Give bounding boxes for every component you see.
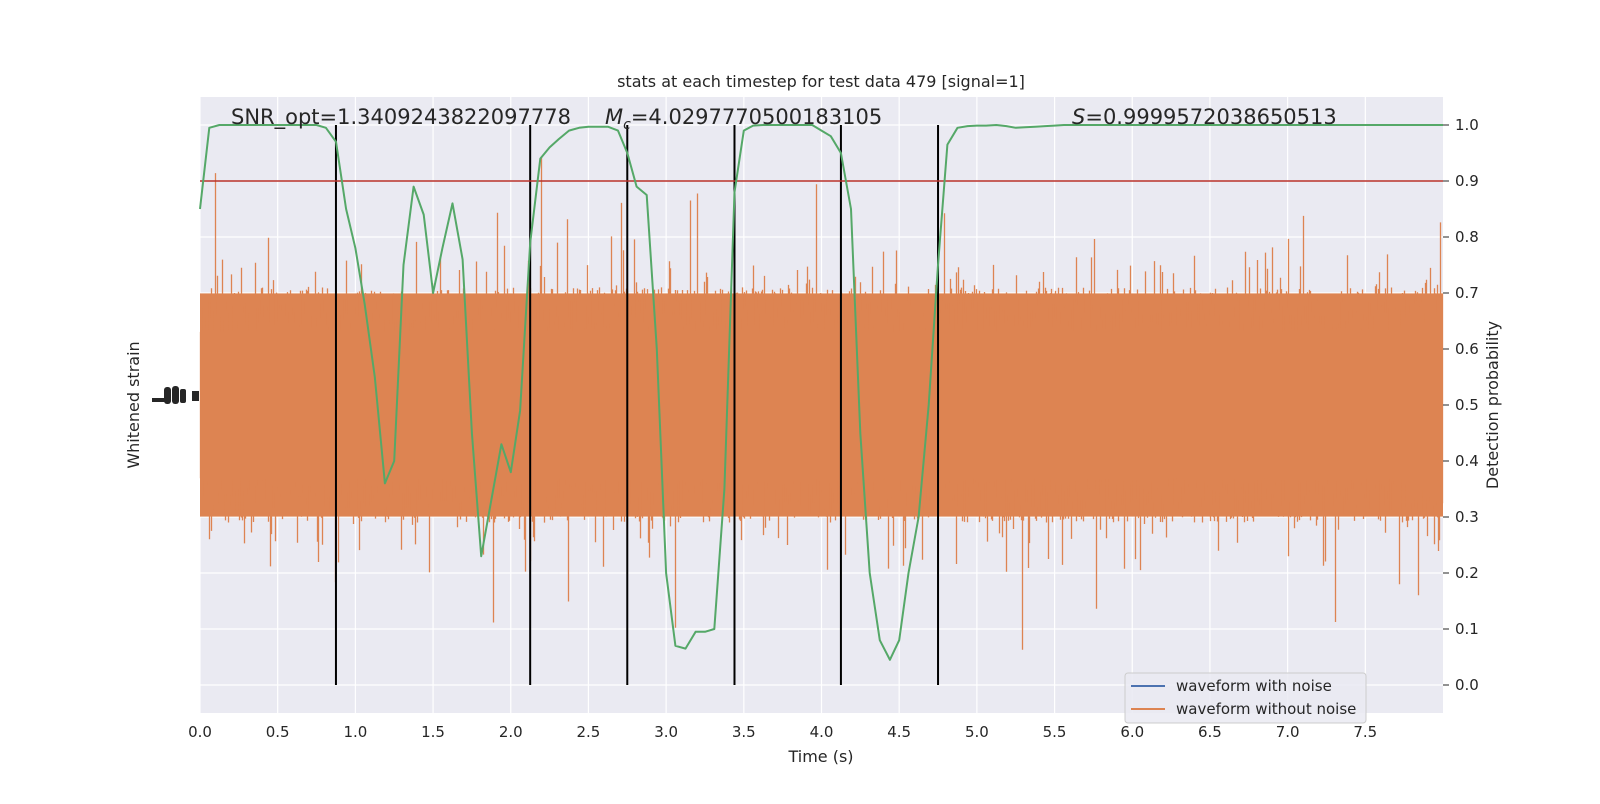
right-tick-label: 0.4 (1455, 452, 1479, 470)
legend-label-clean: waveform without noise (1176, 700, 1356, 718)
x-tick-label: 7.0 (1276, 723, 1300, 741)
probability-line (199, 124, 1443, 661)
right-tick-label: 0.3 (1455, 508, 1479, 526)
x-tick-label: 7.5 (1353, 723, 1377, 741)
left-axis-tick-clutter (152, 386, 199, 404)
x-axis-ticks: 0.0 0.5 1.0 1.5 2.0 2.5 3.0 3.5 4.0 4.5 5.0 5.5 6.0 6… (188, 723, 1377, 741)
x-tick-label: 0.0 (188, 723, 212, 741)
s-symbol: S (1072, 105, 1085, 129)
right-tick-label: 0.9 (1455, 172, 1479, 190)
x-tick-label: 0.5 (266, 723, 290, 741)
right-tick-label: 0.1 (1455, 620, 1479, 638)
x-axis-label: Time (s) (787, 747, 853, 766)
legend: waveform with noise waveform without noi… (1124, 672, 1367, 724)
mc-symbol: M (605, 105, 623, 129)
left-axis-label: Whitened strain (124, 341, 143, 468)
right-tick-label: 0.2 (1455, 564, 1479, 582)
x-tick-label: 2.0 (499, 723, 523, 741)
x-tick-label: 3.5 (732, 723, 756, 741)
x-tick-label: 4.0 (810, 723, 834, 741)
probability-layer (199, 124, 1443, 661)
right-axis-label: Detection probability (1483, 321, 1502, 489)
right-tick-label: 0.8 (1455, 228, 1479, 246)
legend-label-noise: waveform with noise (1176, 677, 1332, 695)
x-tick-label: 3.0 (654, 723, 678, 741)
right-tick-label: 1.0 (1455, 116, 1479, 134)
strain-series (199, 156, 1444, 650)
score-annotation: S=0.9999572038650513 (1072, 105, 1337, 129)
x-tick-label: 5.5 (1043, 723, 1067, 741)
right-tick-label: 0.7 (1455, 284, 1479, 302)
x-tick-label: 6.5 (1198, 723, 1222, 741)
x-tick-label: 6.0 (1120, 723, 1144, 741)
mc-subscript: c (623, 117, 631, 133)
right-axis-ticks: 0.0 0.1 0.2 0.3 0.4 0.5 0.6 0.7 0.8 0.9 1.0 (1443, 116, 1479, 694)
chirp-mass-annotation: Mc=4.0297770500183105 (605, 105, 882, 133)
right-tick-label: 0.5 (1455, 396, 1479, 414)
snr-annotation: SNR_opt=1.3409243822097778 (231, 105, 571, 130)
x-tick-label: 1.0 (343, 723, 367, 741)
strain-trace (199, 156, 1444, 650)
x-tick-label: 4.5 (887, 723, 911, 741)
chart-title: stats at each timestep for test data 479… (617, 72, 1025, 91)
mc-value: =4.0297770500183105 (631, 105, 882, 129)
x-tick-label: 2.5 (577, 723, 601, 741)
legend-box (1124, 672, 1367, 724)
x-tick-label: 1.5 (421, 723, 445, 741)
s-value: =0.9999572038650513 (1085, 105, 1336, 129)
right-tick-label: 0.0 (1455, 676, 1479, 694)
right-tick-label: 0.6 (1455, 340, 1479, 358)
x-tick-label: 5.0 (965, 723, 989, 741)
